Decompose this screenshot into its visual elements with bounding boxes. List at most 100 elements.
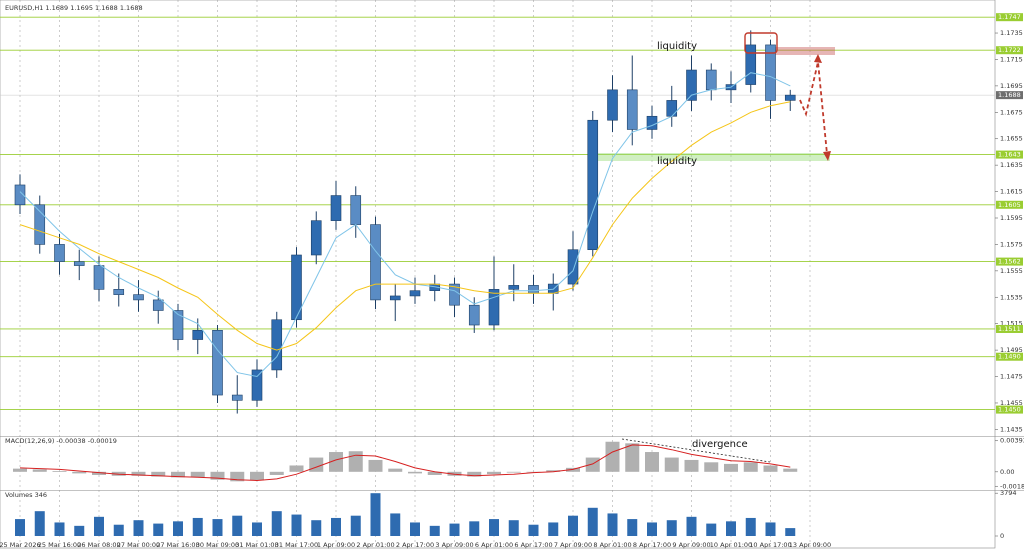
y-tick-label: 1.1535 <box>1000 293 1023 301</box>
macd-bar <box>72 471 87 474</box>
volume-bar <box>311 520 322 536</box>
level-label-box <box>996 405 1023 414</box>
candle-body <box>73 261 85 266</box>
candle-body <box>567 249 579 285</box>
macd-bar <box>348 451 363 472</box>
y-tick-label: 1.1635 <box>1000 161 1023 169</box>
candle-body <box>34 204 46 245</box>
volume-bar <box>528 524 539 536</box>
volume-bar <box>153 523 164 536</box>
moving-average <box>19 101 791 351</box>
x-tick-label: 25 Mar 2026 <box>0 541 41 549</box>
level-label-box <box>996 352 1023 361</box>
macd-bar <box>190 471 205 478</box>
x-tick-label: 26 Mar 08:00 <box>77 541 120 549</box>
supply-zone <box>770 47 835 55</box>
x-tick-label: 10 Apr 01:00 <box>710 541 752 549</box>
candle-body <box>784 94 796 101</box>
candle-body <box>508 285 520 290</box>
macd-bar <box>269 471 284 475</box>
volume-bar <box>173 521 183 536</box>
macd-bar <box>546 470 561 472</box>
y-tick-label: 1.1615 <box>1000 188 1023 196</box>
y-tick-label: 1.1695 <box>1000 82 1023 90</box>
macd-signal <box>19 444 791 482</box>
marks-layer <box>14 30 796 414</box>
x-tick-label: 10 Apr 17:00 <box>749 541 791 549</box>
candle-body <box>113 289 125 295</box>
candle-body <box>409 290 421 297</box>
volume-bar <box>587 507 598 536</box>
candle-body <box>646 115 658 130</box>
level-label: 1.1490 <box>998 353 1021 361</box>
macd-bar <box>309 457 324 472</box>
x-tick-label: 30 Mar 09:00 <box>196 541 239 549</box>
y-tick-label: 1.1595 <box>1000 214 1023 222</box>
macd-title: MACD(12,26,9) -0.00038 -0.00019 <box>5 437 117 445</box>
candle-body <box>666 100 678 117</box>
y-tick-label: 1.1575 <box>1000 240 1023 248</box>
volume-bar <box>745 517 756 536</box>
macd-bar <box>408 471 422 474</box>
y-tick-label: 1.1515 <box>1000 320 1023 328</box>
macd-bar <box>289 465 304 472</box>
y-tick-label: 0.00 <box>1000 468 1014 476</box>
y-tick-label: 1.1475 <box>1000 373 1023 381</box>
candle-body <box>231 394 243 401</box>
plot-frame <box>0 0 996 549</box>
level-label-box <box>996 257 1023 266</box>
arrow-head <box>814 54 822 63</box>
macd-bar <box>684 459 699 472</box>
y-tick-label: 0.00393 <box>1000 437 1024 445</box>
level-label-box <box>996 200 1023 209</box>
divergence-line <box>621 438 771 463</box>
macd-bar <box>467 471 482 477</box>
x-tick-label: 7 Apr 09:00 <box>554 541 592 549</box>
candle-body <box>626 89 638 130</box>
x-tick-label: 27 Mar 00:00 <box>117 541 160 549</box>
y-tick-label: 0 <box>1000 532 1004 540</box>
volume-bar <box>429 525 440 536</box>
macd-bar <box>230 471 245 482</box>
level-label-box <box>996 324 1023 333</box>
volume-bar <box>647 522 657 536</box>
candle-body <box>765 44 776 101</box>
level-label-box <box>996 46 1023 55</box>
macd-bar <box>704 462 719 472</box>
current-price-label: 1.1688 <box>998 91 1021 99</box>
candle-body <box>271 319 283 371</box>
volume-bar <box>15 519 25 536</box>
x-tick-label: 31 Mar 01:00 <box>235 541 278 549</box>
x-tick-label: 8 Apr 01:00 <box>593 541 631 549</box>
volume-bar <box>350 515 361 536</box>
macd-bar <box>724 463 738 472</box>
x-tick-label: 25 Mar 16:00 <box>38 541 81 549</box>
volume-bar <box>390 513 401 536</box>
macd-bar <box>32 469 47 472</box>
y-tick-label: 1.1555 <box>1000 267 1023 275</box>
macd-bar <box>329 452 343 472</box>
volume-bar <box>54 522 65 536</box>
volume-bar <box>489 519 499 536</box>
volume-title: Volumes 346 <box>5 491 47 499</box>
annotation: liquidity <box>657 41 697 52</box>
candle-body <box>587 119 599 251</box>
y-tick-label: 1.1455 <box>1000 399 1023 407</box>
current-price-box <box>996 91 1023 100</box>
volume-bar <box>726 521 736 536</box>
candle-body <box>350 195 362 225</box>
macd-bar <box>92 471 106 475</box>
x-tick-label: 2 Apr 17:00 <box>396 541 434 549</box>
volume-bar <box>291 514 302 536</box>
level-label: 1.1562 <box>998 258 1021 266</box>
macd-bar <box>368 459 383 472</box>
candle-body <box>133 294 144 301</box>
y-tick-label: 1.1715 <box>1000 55 1023 63</box>
macd-bar <box>664 457 679 472</box>
highlight-box <box>744 32 778 54</box>
y-tick-label: -0.00183 <box>1000 482 1024 490</box>
candle-body <box>488 289 500 326</box>
volume-bar <box>627 519 638 536</box>
level-label: 1.1605 <box>998 201 1021 209</box>
